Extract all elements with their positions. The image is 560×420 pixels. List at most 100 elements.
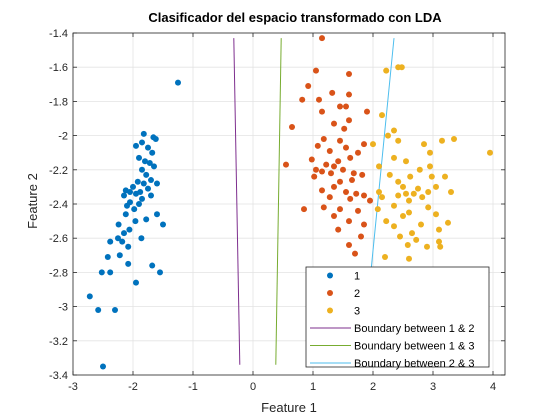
data-point bbox=[140, 180, 147, 187]
data-point bbox=[154, 180, 160, 187]
data-point bbox=[136, 154, 142, 161]
data-point bbox=[154, 211, 160, 218]
data-point bbox=[133, 142, 139, 149]
data-point bbox=[403, 190, 409, 197]
data-point bbox=[146, 159, 153, 166]
data-point bbox=[98, 269, 105, 276]
data-point bbox=[346, 91, 352, 98]
data-point bbox=[126, 226, 133, 233]
x-tick-label: -2 bbox=[128, 381, 138, 393]
data-point bbox=[347, 195, 354, 202]
data-point bbox=[358, 233, 364, 240]
data-point bbox=[379, 194, 385, 201]
legend-entry-label: 3 bbox=[354, 306, 360, 318]
boundary-lines bbox=[233, 38, 395, 365]
data-point bbox=[331, 212, 337, 219]
data-point bbox=[421, 141, 427, 148]
data-point bbox=[127, 189, 133, 196]
data-point bbox=[95, 307, 102, 314]
data-point bbox=[406, 255, 412, 262]
data-point bbox=[157, 269, 163, 276]
data-point bbox=[379, 112, 385, 119]
series-2-points bbox=[283, 35, 373, 257]
data-point bbox=[343, 103, 349, 110]
data-point bbox=[86, 293, 93, 300]
data-point bbox=[367, 197, 373, 204]
data-point bbox=[425, 189, 432, 196]
data-point bbox=[331, 163, 337, 170]
data-point bbox=[391, 223, 397, 230]
data-points bbox=[86, 35, 493, 370]
data-point bbox=[415, 185, 421, 192]
data-point bbox=[311, 173, 318, 180]
data-point bbox=[382, 254, 388, 261]
data-point bbox=[289, 124, 295, 131]
data-point bbox=[436, 238, 442, 245]
data-point bbox=[139, 195, 145, 202]
y-tick-label: -1.8 bbox=[49, 96, 68, 108]
data-point bbox=[104, 254, 111, 261]
data-point bbox=[347, 154, 354, 161]
data-point bbox=[361, 221, 367, 228]
data-point bbox=[313, 166, 319, 173]
data-point bbox=[374, 206, 381, 213]
data-point bbox=[335, 158, 342, 165]
data-point bbox=[419, 194, 426, 201]
data-point bbox=[398, 64, 405, 71]
x-tick-label: 0 bbox=[250, 381, 256, 393]
data-point bbox=[355, 207, 361, 214]
data-point bbox=[370, 141, 376, 148]
data-point bbox=[439, 137, 445, 144]
legend-entry-label: Boundary between 1 & 3 bbox=[354, 341, 474, 353]
data-point bbox=[364, 108, 370, 115]
data-point bbox=[115, 221, 122, 228]
data-point bbox=[343, 144, 349, 151]
data-point bbox=[437, 243, 444, 250]
data-point bbox=[376, 163, 382, 170]
boundary-line-2 bbox=[275, 38, 282, 365]
data-point bbox=[299, 96, 306, 103]
data-point bbox=[383, 218, 390, 225]
axis-ticks: -3 -2 -1 0 1 2 3 4 -1.4 -1.6 -1.8 -2 -2.2 -2.4 -2.6 -2.… bbox=[49, 28, 505, 393]
data-point bbox=[313, 67, 319, 74]
y-tick-label: -1.4 bbox=[49, 28, 68, 40]
data-point bbox=[404, 242, 411, 249]
data-point bbox=[142, 158, 148, 165]
data-point bbox=[331, 120, 337, 127]
x-tick-label: 1 bbox=[310, 381, 316, 393]
data-point bbox=[125, 260, 132, 267]
y-tick-label: -2 bbox=[58, 131, 68, 143]
data-point bbox=[301, 206, 307, 213]
data-point bbox=[337, 206, 343, 213]
data-point bbox=[134, 178, 141, 185]
data-point bbox=[416, 166, 423, 173]
data-point bbox=[151, 163, 157, 170]
data-point bbox=[319, 35, 325, 42]
data-point bbox=[425, 204, 432, 211]
boundary-line-3 bbox=[369, 38, 395, 281]
data-point bbox=[400, 183, 406, 190]
boundary-line-1 bbox=[233, 38, 241, 365]
data-point bbox=[383, 67, 390, 74]
data-point bbox=[385, 132, 391, 139]
data-point bbox=[386, 171, 393, 178]
data-point bbox=[121, 230, 127, 237]
x-tick-label: 2 bbox=[370, 381, 376, 393]
data-point bbox=[391, 127, 397, 134]
data-point bbox=[341, 125, 348, 132]
legend-entry-label: 1 bbox=[354, 271, 360, 283]
data-point bbox=[337, 178, 343, 185]
data-point bbox=[139, 139, 145, 146]
data-point bbox=[352, 250, 358, 257]
data-point bbox=[376, 189, 382, 196]
y-tick-label: -2.4 bbox=[49, 199, 68, 211]
legend-box bbox=[305, 266, 490, 368]
data-point bbox=[424, 243, 430, 250]
data-point bbox=[145, 185, 151, 192]
data-point bbox=[346, 117, 352, 124]
data-point bbox=[427, 149, 433, 156]
x-axis-label: Feature 1 bbox=[261, 400, 317, 415]
data-point bbox=[319, 168, 325, 175]
data-point bbox=[283, 161, 289, 168]
